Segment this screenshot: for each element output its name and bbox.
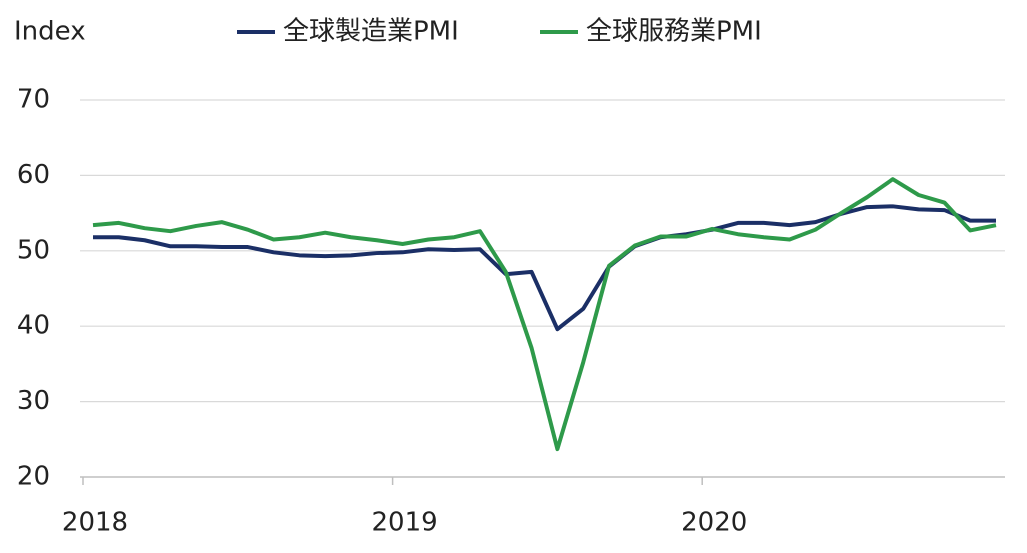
y-tick-label: 20 xyxy=(17,462,50,492)
y-tick-label: 50 xyxy=(17,235,50,265)
y-tick-label: 60 xyxy=(17,160,50,190)
y-axis-label: Index xyxy=(14,17,86,47)
legend-label: 全球製造業PMI xyxy=(283,17,459,47)
x-tick-label: 2019 xyxy=(372,508,438,538)
series-line xyxy=(92,177,997,452)
y-tick-label: 40 xyxy=(17,311,50,341)
y-tick-label: 30 xyxy=(17,386,50,416)
x-tick-label: 2018 xyxy=(62,508,128,538)
y-tick-label: 70 xyxy=(17,85,50,115)
legend-label: 全球服務業PMI xyxy=(586,17,762,47)
x-tick-label: 2020 xyxy=(681,508,747,538)
